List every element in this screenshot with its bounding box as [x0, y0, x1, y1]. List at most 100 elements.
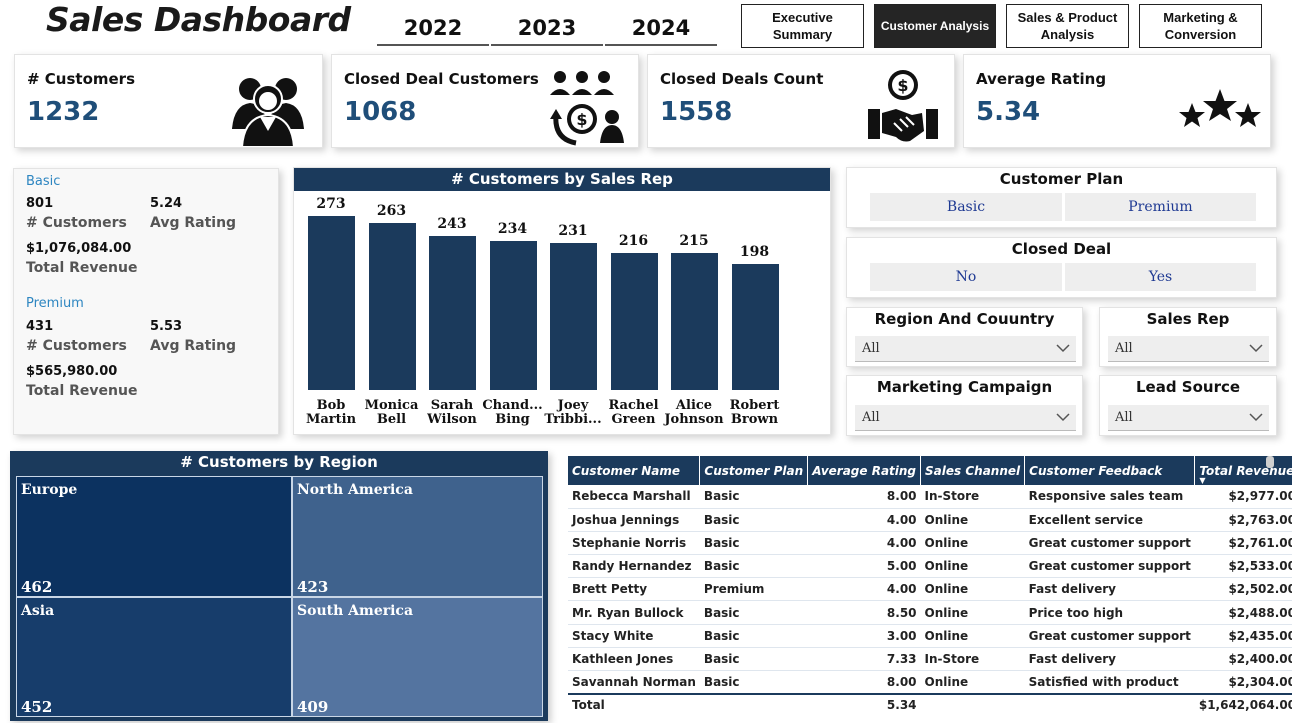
bar-category-label: Sarah Wilson: [427, 398, 477, 427]
treemap-tile-europe[interactable]: Europe 462: [16, 476, 292, 597]
plan-revenue-label: Total Revenue: [26, 260, 138, 276]
bar-category-label: Joey Tribbi...: [544, 398, 602, 427]
region-treemap: # Customers by Region Europe 462 North A…: [10, 451, 548, 721]
kpi-label: # Customers: [27, 70, 136, 88]
svg-text:$: $: [897, 76, 908, 95]
table-cell: 3.00: [807, 624, 921, 648]
slicer-title: Closed Deal: [1011, 240, 1112, 258]
kpi-label: Closed Deal Customers: [344, 70, 539, 88]
table-cell: $2,435.00: [1194, 624, 1292, 648]
tile-label: South America: [297, 603, 414, 619]
table-cell: In-Store: [920, 647, 1025, 672]
table-cell: Basic: [699, 624, 808, 648]
table-row[interactable]: Kathleen Jones Basic 7.33 In-Store Fast deli…: [568, 647, 1292, 672]
plan-rating-label: Avg Rating: [150, 215, 237, 231]
svg-text:$: $: [576, 110, 587, 129]
slicer-option-yes[interactable]: Yes: [1065, 263, 1256, 291]
table-cell: Online: [920, 577, 1025, 602]
table-row[interactable]: Brett Petty Premium 4.00 Online Fast deliver…: [568, 577, 1292, 602]
dropdown-value: All: [862, 341, 880, 356]
bar[interactable]: [731, 264, 779, 390]
lead-source-dropdown[interactable]: All: [1108, 405, 1269, 431]
total-cell: Total: [568, 692, 700, 716]
table-row[interactable]: Savannah Norman Basic 8.00 Online Satisfied …: [568, 670, 1292, 695]
table-cell: Brett Petty: [568, 577, 700, 602]
bar-category-label: Alice Johnson: [664, 398, 724, 427]
column-header[interactable]: Customer Plan: [699, 456, 809, 485]
bar[interactable]: [308, 216, 355, 390]
kpi-value: 1558: [660, 97, 733, 127]
plan-customers-value: 431: [26, 319, 54, 334]
table-cell: Stacy White: [568, 624, 700, 648]
table-cell: Basic: [699, 600, 808, 625]
table-row[interactable]: Mr. Ryan Bullock Basic 8.50 Online Price too…: [568, 600, 1292, 625]
campaign-dropdown[interactable]: All: [855, 405, 1076, 431]
table-cell: 5.00: [807, 554, 921, 579]
total-cell: 5.34: [807, 692, 921, 716]
nav-sales-product-analysis[interactable]: Sales & Product Analysis: [1006, 4, 1129, 48]
bar-category-label: Rachel Green: [608, 398, 659, 427]
table-cell: $2,977.00: [1194, 485, 1292, 509]
table-cell: Stephanie Norris: [568, 531, 700, 556]
marketing-campaign-slicer: Marketing Campaign All: [846, 375, 1083, 436]
nav-customer-analysis[interactable]: Customer Analysis: [874, 4, 996, 48]
tile-label: North America: [297, 482, 413, 498]
table-row[interactable]: Joshua Jennings Basic 4.00 Online Excellent …: [568, 508, 1292, 532]
treemap-tile-south-america[interactable]: South America 409: [292, 597, 543, 717]
column-header[interactable]: Average Rating: [807, 456, 922, 485]
year-2023-button[interactable]: 2023: [491, 12, 603, 46]
column-header[interactable]: Customer Feedback: [1024, 456, 1196, 485]
kpi-customers-card: # Customers 1232: [14, 54, 323, 148]
total-cell: [699, 692, 808, 716]
treemap-tile-north-america[interactable]: North America 423: [292, 476, 543, 597]
region-dropdown[interactable]: All: [855, 336, 1076, 362]
column-header[interactable]: Sales Channel: [920, 456, 1026, 485]
nav-executive-summary[interactable]: Executive Summary: [741, 4, 864, 48]
nav-marketing-conversion[interactable]: Marketing & Conversion: [1139, 4, 1262, 48]
table-cell: Great customer support: [1024, 531, 1195, 556]
slicer-option-no[interactable]: No: [870, 263, 1062, 291]
column-header-sorted[interactable]: Total Revenue ▼: [1194, 456, 1292, 485]
handshake-dollar-icon: $: [868, 70, 938, 142]
table-cell: Online: [920, 600, 1025, 625]
kpi-label: Average Rating: [976, 70, 1107, 88]
treemap-tile-asia[interactable]: Asia 452: [16, 597, 292, 717]
customers-group-icon: [232, 78, 304, 147]
year-2024-button[interactable]: 2024: [605, 12, 717, 46]
lead-source-slicer: Lead Source All: [1099, 375, 1277, 436]
sales-rep-dropdown[interactable]: All: [1108, 336, 1269, 362]
table-total-row: Total 5.34 $1,642,064.00: [568, 692, 1292, 716]
table-row[interactable]: Rebecca Marshall Basic 8.00 In-Store Respons…: [568, 485, 1292, 509]
table-scrollbar[interactable]: [1266, 456, 1274, 468]
table-cell: Responsive sales team: [1024, 485, 1195, 509]
customer-table: Customer Name Customer Plan Average Rati…: [568, 456, 1292, 716]
bar-value-label: 198: [739, 244, 770, 261]
bar[interactable]: [671, 253, 718, 390]
table-row[interactable]: Stacy White Basic 3.00 Online Great customer…: [568, 624, 1292, 648]
table-cell: Online: [920, 531, 1025, 556]
year-2022-button[interactable]: 2022: [377, 12, 489, 46]
kpi-value: 1068: [344, 97, 417, 127]
bar[interactable]: [489, 241, 537, 390]
table-cell: $2,763.00: [1194, 508, 1292, 532]
kpi-closed-deal-customers-card: Closed Deal Customers 1068 $: [331, 54, 639, 148]
dropdown-value: All: [1115, 341, 1133, 356]
chevron-down-icon: [1249, 344, 1263, 353]
table-row[interactable]: Randy Hernandez Basic 5.00 Online Great cust…: [568, 554, 1292, 579]
slicer-option-premium[interactable]: Premium: [1065, 193, 1256, 221]
slicer-title: Lead Source: [1135, 378, 1241, 396]
bar[interactable]: [550, 243, 597, 390]
bar[interactable]: [368, 222, 416, 390]
slicer-option-basic[interactable]: Basic: [870, 193, 1062, 221]
tile-value: 462: [21, 578, 53, 596]
bar[interactable]: [429, 235, 476, 390]
tile-value: 409: [297, 698, 329, 716]
bar[interactable]: [610, 252, 658, 390]
column-header[interactable]: Customer Name: [568, 456, 701, 485]
closed-deal-slicer: Closed Deal No Yes: [846, 237, 1277, 298]
table-row[interactable]: Stephanie Norris Basic 4.00 Online Great cus…: [568, 531, 1292, 556]
bar-value-label: 231: [558, 223, 588, 240]
bar-category-label: Robert Brown: [729, 398, 780, 427]
table-cell: Kathleen Jones: [568, 647, 700, 672]
table-header-row: Customer Name Customer Plan Average Rati…: [568, 456, 1292, 485]
